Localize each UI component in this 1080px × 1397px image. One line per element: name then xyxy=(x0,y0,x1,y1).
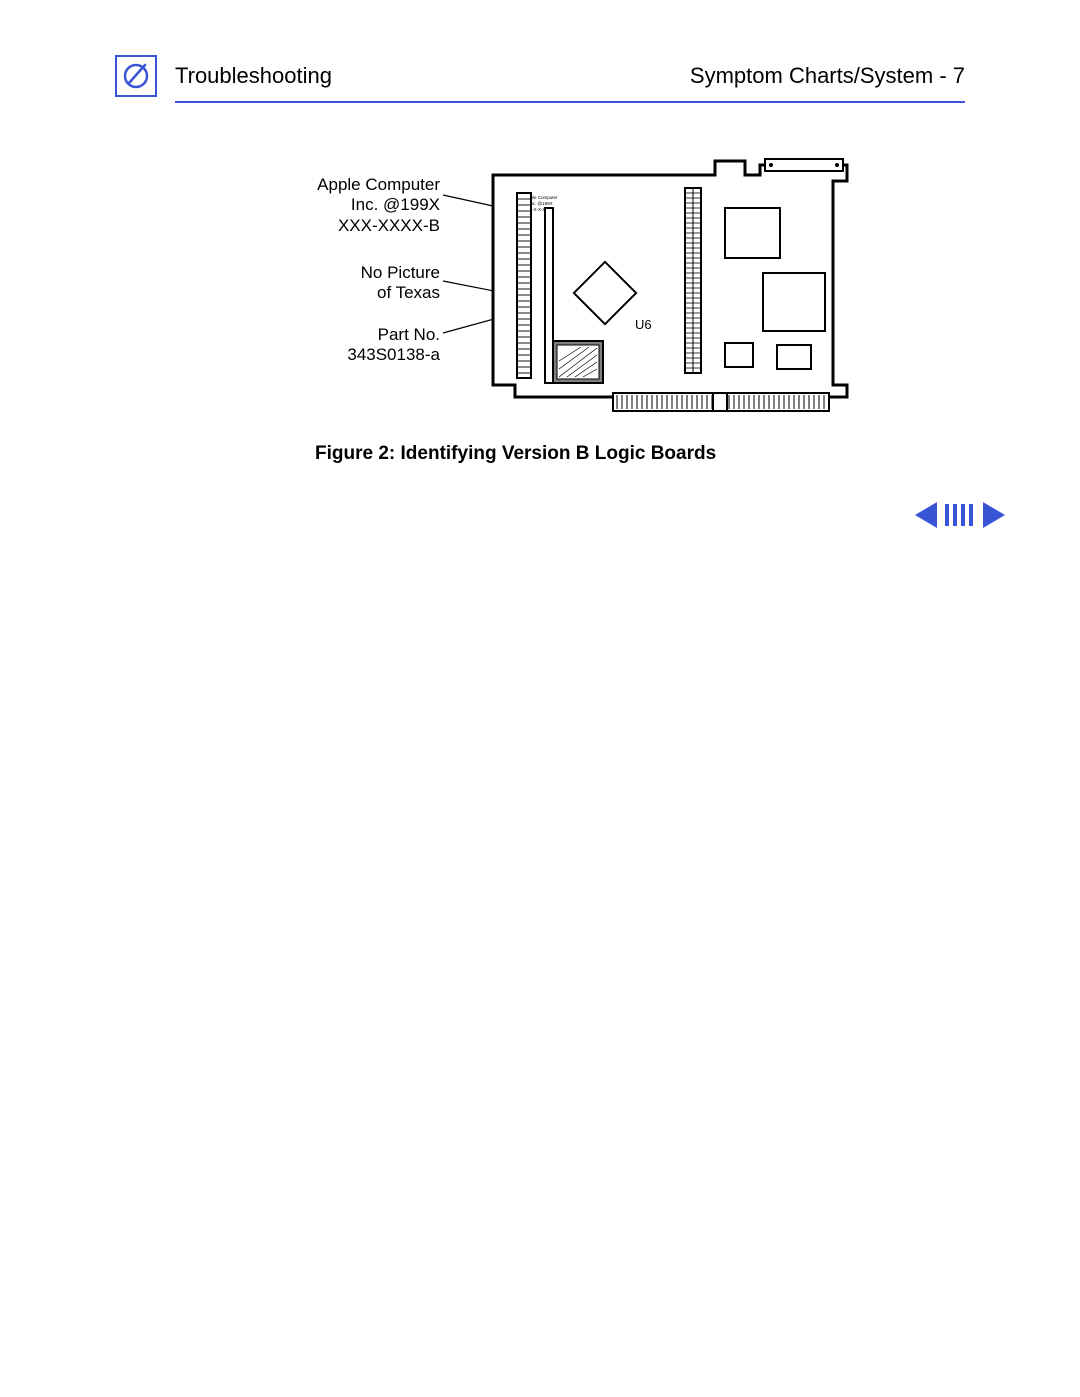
nav-prev-icon xyxy=(915,502,937,528)
callout-label-3: Part No. 343S0138-a xyxy=(280,325,440,366)
callout-label-1: Apple Computer Inc. @199X XXX-XXXX-B xyxy=(280,175,440,236)
figure-caption: Figure 2: Identifying Version B Logic Bo… xyxy=(315,443,716,465)
nav-next-icon xyxy=(983,502,1005,528)
callout-3-line2: 343S0138-a xyxy=(347,345,440,364)
header-left-text: Troubleshooting xyxy=(175,63,332,89)
logo-icon xyxy=(115,55,157,97)
page: Troubleshooting Symptom Charts/System - … xyxy=(0,0,1080,1397)
chip-u6-label: U6 xyxy=(635,317,652,332)
logic-board-diagram: Apple Computer Inc. @199X X-X-X-X-X-B xyxy=(485,153,855,423)
callout-1-line1: Apple Computer xyxy=(317,175,440,194)
callout-label-2: No Picture of Texas xyxy=(280,263,440,304)
callout-2-line2: of Texas xyxy=(377,283,440,302)
callout-2-line1: No Picture xyxy=(361,263,440,282)
page-nav-widget[interactable] xyxy=(910,495,1010,535)
header-rule xyxy=(175,101,965,103)
figure-area: Apple Computer Inc. @199X XXX-XXXX-B No … xyxy=(115,153,965,513)
callout-1-line2: Inc. @199X xyxy=(351,195,440,214)
callout-3-line1: Part No. xyxy=(378,325,440,344)
page-header: Troubleshooting Symptom Charts/System - … xyxy=(115,55,965,97)
header-right-text: Symptom Charts/System - 7 xyxy=(690,63,965,89)
callout-1-line3: XXX-XXXX-B xyxy=(338,216,440,235)
svg-text:Inc. @199X: Inc. @199X xyxy=(529,201,553,206)
